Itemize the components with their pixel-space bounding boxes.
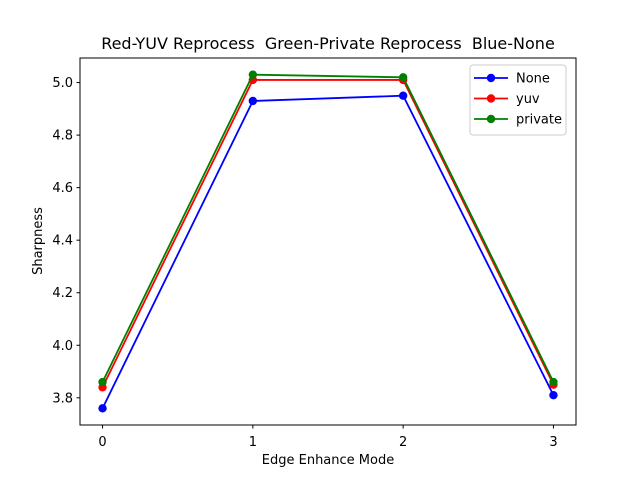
- data-point-private: [98, 377, 107, 387]
- series-line-private: [101, 73, 555, 383]
- chart-title: Red-YUV Reprocess Green-Private Reproces…: [101, 34, 555, 53]
- x-tick-label: 0: [98, 435, 106, 450]
- data-point-None: [248, 96, 258, 106]
- data-point-None: [549, 390, 558, 400]
- x-tick-label: 3: [549, 435, 557, 450]
- data-point-None: [398, 91, 408, 100]
- data-point-private: [549, 377, 558, 387]
- series-line-yuv: [101, 79, 555, 388]
- legend-label: yuv: [516, 92, 540, 107]
- x-tick-label: 2: [399, 435, 407, 450]
- legend-label: private: [516, 113, 562, 128]
- plot-frame: [79, 57, 577, 426]
- series-line-None: [101, 94, 555, 409]
- legend-marker: [486, 73, 496, 83]
- legend: None yuv private: [469, 64, 567, 136]
- y-tick-label: 3.8: [52, 391, 73, 406]
- data-point-private: [248, 70, 258, 79]
- y-tick-label: 4.4: [52, 234, 73, 249]
- y-axis: 3.8 4.0 4.2 4.4 4.6 4.8 5.0: [52, 76, 80, 406]
- legend-item: None: [474, 72, 550, 87]
- legend-item: yuv: [474, 92, 540, 107]
- x-tick-label: 1: [249, 435, 257, 450]
- data-point-None: [98, 404, 107, 413]
- y-tick-label: 4.6: [52, 181, 73, 196]
- y-axis-label: Sharpness: [31, 207, 46, 275]
- y-tick-label: 4.0: [52, 339, 73, 354]
- y-tick-label: 4.2: [52, 286, 73, 301]
- y-tick-label: 4.8: [52, 129, 73, 144]
- data-point-private: [398, 73, 408, 82]
- y-tick-label: 5.0: [52, 76, 73, 91]
- x-axis: 0 1 2 3: [98, 425, 558, 450]
- legend-label: None: [516, 72, 550, 87]
- legend-item: private: [474, 113, 562, 128]
- legend-marker: [486, 94, 496, 103]
- plot-series: [98, 70, 558, 413]
- x-axis-label: Edge Enhance Mode: [262, 453, 394, 468]
- legend-marker: [486, 114, 496, 124]
